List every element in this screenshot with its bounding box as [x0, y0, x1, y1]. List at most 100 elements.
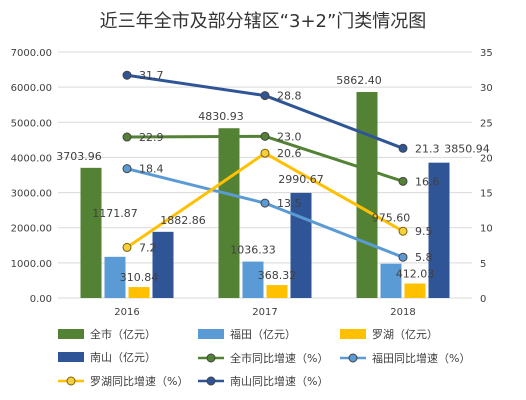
legend-item: 罗湖（亿元）	[340, 328, 438, 341]
y-right-tick-label: 30	[480, 83, 493, 94]
bar-data-label: 975.60	[372, 212, 411, 225]
bar-data-label: 1171.87	[92, 207, 138, 220]
legend-swatch	[198, 329, 224, 339]
legend-label: 福田同比增速（%）	[372, 351, 470, 365]
bar	[428, 162, 450, 298]
legend-marker	[66, 376, 76, 386]
legend-marker	[348, 353, 358, 363]
bar-data-label: 368.32	[258, 269, 297, 282]
legend-label: 南山（亿元）	[90, 351, 156, 364]
bar	[128, 287, 150, 298]
line-point	[398, 226, 408, 236]
legend-label: 福田（亿元）	[230, 327, 296, 341]
bar-data-label: 3703.96	[56, 150, 102, 163]
data-labels-group: 3703.96 4830.93 5862.40 1171.87 1036.33 975.6…	[56, 69, 490, 284]
bar	[356, 91, 378, 298]
legend-item: 全市同比增速（%）	[198, 351, 328, 365]
line-data-label: 5.8	[415, 251, 433, 264]
line-point	[122, 164, 132, 174]
bar	[380, 263, 402, 298]
legend-swatch	[340, 329, 366, 339]
bar	[218, 128, 240, 298]
legend-label: 全市（亿元）	[90, 327, 156, 341]
line-data-label: 13.5	[277, 197, 302, 210]
bar-data-label: 5862.40	[336, 74, 382, 87]
y-right-tick-label: 5	[480, 259, 486, 270]
bar	[152, 231, 174, 298]
legend-swatch	[58, 329, 84, 339]
legend-item: 福田（亿元）	[198, 327, 296, 341]
line-data-label: 28.8	[277, 90, 302, 103]
line-point	[398, 252, 408, 262]
legend-item: 南山同比增速（%）	[198, 374, 328, 388]
y-left-tick-label: 7000.00	[11, 48, 52, 59]
chart-title: 近三年全市及部分辖区“3+2”门类情况图	[100, 11, 427, 32]
legend-label: 罗湖（亿元）	[372, 328, 438, 341]
y-right-tick-label: 10	[480, 224, 493, 235]
bar	[266, 285, 288, 298]
bar-data-label: 1882.86	[160, 214, 206, 227]
legend-marker	[206, 376, 216, 386]
bar-data-label: 310.84	[120, 271, 159, 284]
line-point	[398, 176, 408, 186]
line-point	[260, 131, 270, 141]
y-left-tick-label: 1000.00	[11, 259, 52, 270]
bar-data-label: 3850.94	[444, 143, 490, 156]
bar	[242, 261, 264, 298]
line-point	[122, 132, 132, 142]
y-right-tick-label: 25	[480, 118, 493, 129]
line-point	[398, 143, 408, 153]
line-series-group	[122, 70, 408, 262]
line-data-label: 9.5	[415, 225, 433, 238]
y-left-tick-label: 0.00	[30, 294, 52, 305]
legend-item: 南山（亿元）	[58, 351, 156, 364]
legend-item: 福田同比增速（%）	[340, 351, 470, 365]
x-tick-label: 2016	[114, 307, 139, 318]
x-tick-label: 2017	[252, 307, 277, 318]
y-left-tick-label: 4000.00	[11, 153, 52, 164]
y-left-tick-label: 5000.00	[11, 118, 52, 129]
y-right-tick-label: 20	[480, 153, 493, 164]
bar-data-label: 4830.93	[198, 110, 244, 123]
line-data-label: 31.7	[139, 69, 164, 82]
bar-data-label: 2990.67	[278, 173, 324, 186]
legend-swatch	[58, 352, 84, 362]
line-point	[122, 242, 132, 252]
y-axis-right: 0 5 10 15 20 25 30 35	[480, 48, 493, 305]
line-data-label: 22.9	[139, 131, 164, 144]
legend: 全市（亿元） 福田（亿元） 罗湖（亿元） 南山（亿元） 全市同比增速（%） 福田同比增速（…	[58, 327, 470, 388]
bar	[80, 167, 102, 298]
line-data-label: 20.6	[277, 147, 302, 160]
x-tick-label: 2018	[390, 307, 415, 318]
line-data-label: 21.3	[415, 142, 440, 155]
line-point	[122, 70, 132, 80]
line-data-label: 16.6	[415, 175, 440, 188]
bar	[404, 283, 426, 298]
line-data-label: 23.0	[277, 130, 302, 143]
y-right-tick-label: 15	[480, 189, 493, 200]
y-left-tick-label: 3000.00	[11, 189, 52, 200]
line-point	[260, 148, 270, 158]
y-right-tick-label: 35	[480, 48, 493, 59]
legend-marker	[206, 353, 216, 363]
bar-series-group	[80, 91, 450, 298]
y-axis-left: 0.00 1000.00 2000.00 3000.00 4000.00 5000.00 6…	[11, 48, 52, 305]
legend-label: 全市同比增速（%）	[230, 351, 328, 365]
bar-data-label: 412.03	[396, 268, 435, 281]
y-right-tick-label: 0	[480, 294, 486, 305]
legend-item: 全市（亿元）	[58, 327, 156, 341]
legend-item: 罗湖同比增速（%）	[58, 374, 188, 388]
x-axis: 2016 2017 2018	[114, 307, 415, 318]
bar-data-label: 1036.33	[230, 244, 276, 257]
line-point	[260, 91, 270, 101]
y-left-tick-label: 2000.00	[11, 224, 52, 235]
y-left-tick-label: 6000.00	[11, 83, 52, 94]
line-data-label: 7.2	[139, 241, 157, 254]
legend-label: 南山同比增速（%）	[230, 374, 328, 388]
bar	[104, 256, 126, 298]
legend-label: 罗湖同比增速（%）	[90, 374, 188, 388]
line-data-label: 18.4	[139, 163, 164, 176]
line-point	[260, 198, 270, 208]
